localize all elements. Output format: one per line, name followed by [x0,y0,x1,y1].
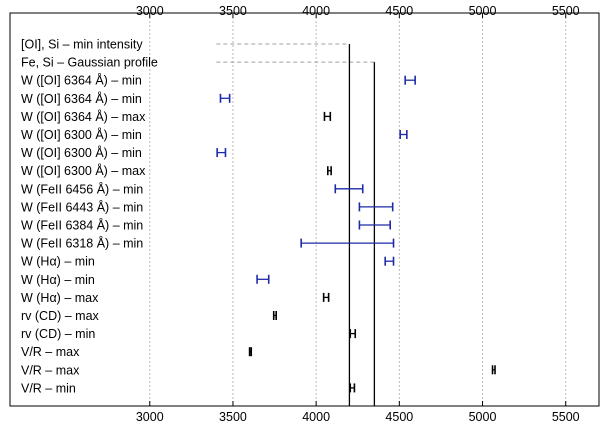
row-labels: [OI], Si – min intensity Fe, Si – Gaussia… [21,38,158,396]
tick-label-top: 5500 [552,4,580,18]
tick-label-bottom: 5500 [552,410,580,424]
row-label: W ([OI] 6364 Å) – min [21,91,142,106]
error-bar [358,220,391,230]
row-label: W (Hα) – max [21,291,99,305]
error-bar [256,274,270,284]
row-label: V/R – max [21,345,80,359]
row-label: rv (CD) – max [21,309,100,323]
row-label: V/R – max [21,363,80,377]
error-bar [404,75,416,85]
row-label: W (FeII 6456 Å) – min [21,181,143,196]
error-bar [349,329,357,339]
row-label: Fe, Si – Gaussian profile [21,56,158,70]
error-bar [323,111,332,121]
tick-label-bottom: 3500 [219,410,247,424]
tick-label-top: 5000 [469,4,497,18]
tick-label-bottom: 3000 [136,410,164,424]
error-bar [334,184,364,194]
reference-lines [216,43,375,63]
tick-labels: 3000 3000 3500 3500 4000 4000 4500 4500 5000 5000… [136,4,580,424]
error-bar [358,202,394,212]
row-label: rv (CD) – min [21,327,95,341]
row-label: W ([OI] 6364 Å) – min [21,73,142,88]
tick-label-top: 4500 [385,4,413,18]
error-bars [216,75,496,393]
row-label: [OI], Si – min intensity [21,38,143,52]
row-label: W ([OI] 6300 Å) – max [21,163,146,178]
error-bar [300,238,395,248]
tick-label-bottom: 4000 [302,410,330,424]
error-bar [399,130,408,139]
error-bar [384,256,395,266]
error-bar [272,311,278,320]
tick-label-top: 3000 [136,4,164,18]
row-label: W (FeII 6318 Å) – min [21,236,143,251]
error-bar [326,166,332,176]
error-bar [219,93,231,103]
row-label: W (FeII 6384 Å) – min [21,218,143,233]
error-bar [491,365,496,375]
error-bar [349,383,356,393]
row-label: W ([OI] 6364 Å) – max [21,109,146,124]
tick-label-top: 3500 [219,4,247,18]
row-label: W (Hα) – min [21,255,95,269]
error-bar [322,292,330,302]
error-bar [248,347,253,357]
row-label: W (Hα) – min [21,273,95,287]
row-label: W ([OI] 6300 Å) – min [21,127,142,142]
row-label: W (FeII 6443 Å) – min [21,199,143,214]
vertical-lines [348,44,376,406]
tick-label-bottom: 5000 [469,410,497,424]
tick-label-top: 4000 [302,4,330,18]
plot-frame [9,12,600,407]
tick-label-bottom: 4500 [385,410,413,424]
error-bar [216,148,227,158]
row-label: V/R – min [21,381,76,395]
row-label: W ([OI] 6300 Å) – min [21,145,142,160]
grid-lines [149,13,567,406]
